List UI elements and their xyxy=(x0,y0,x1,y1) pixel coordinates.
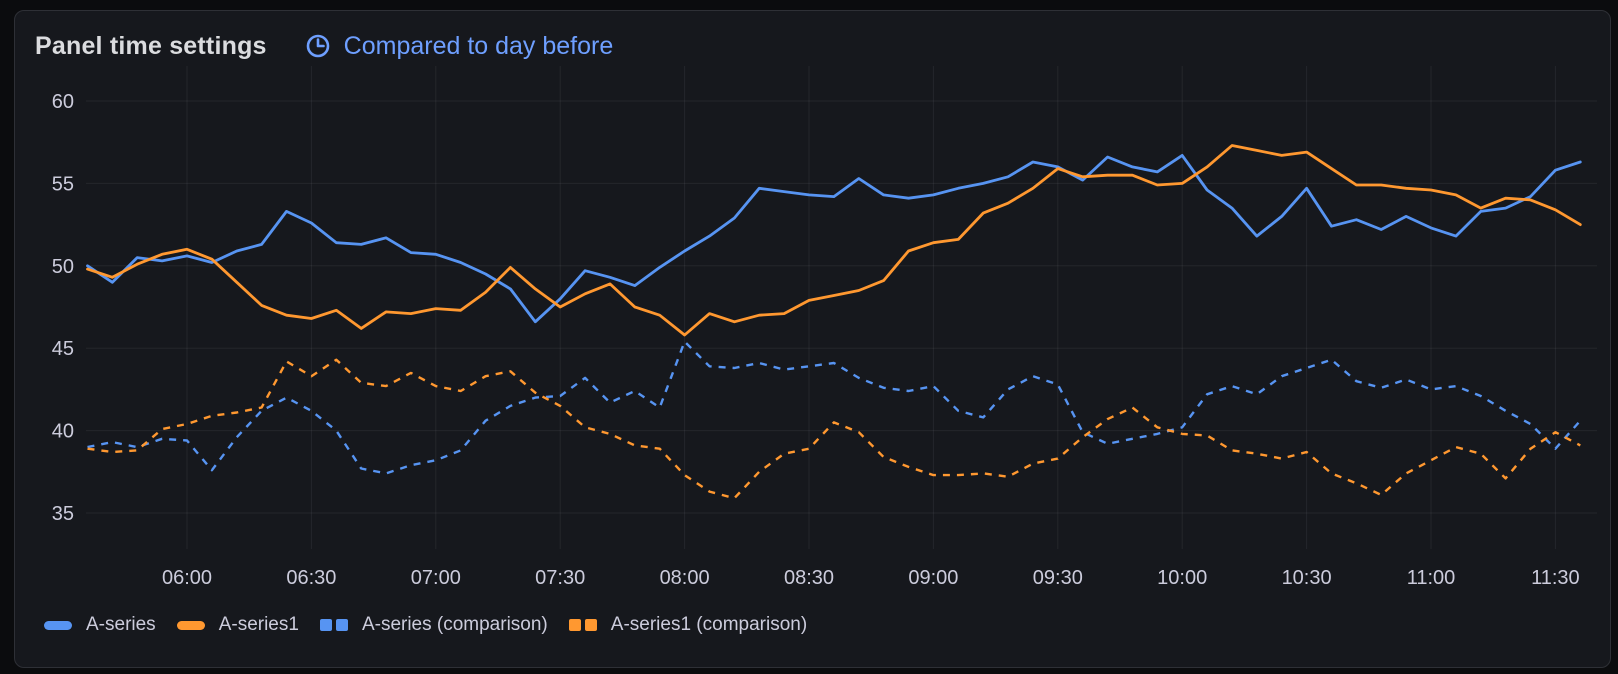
grafana-panel: Panel time settings Compared to day befo… xyxy=(14,10,1611,668)
legend-item-0[interactable]: A-series xyxy=(44,614,156,636)
legend: A-series A-series1 A-series (comparison) A-… xyxy=(44,614,807,636)
legend-label: A-series (comparison) xyxy=(361,614,548,635)
x-tick-label: 08:00 xyxy=(660,567,710,589)
legend-label: A-series xyxy=(86,614,156,635)
y-tick-label: 55 xyxy=(52,173,74,195)
legend-label: A-series1 xyxy=(218,614,299,635)
x-tick-label: 11:00 xyxy=(1407,567,1456,589)
series-line-3 xyxy=(87,358,1581,500)
x-tick-label: 06:30 xyxy=(286,567,336,589)
series-line-2 xyxy=(87,340,1582,475)
legend-swatch-solid xyxy=(44,620,72,630)
x-tick-label: 07:30 xyxy=(535,567,585,589)
y-tick-label: 60 xyxy=(52,91,74,113)
series-line-0 xyxy=(86,154,1582,324)
legend-label: A-series1 (comparison) xyxy=(610,614,808,635)
legend-swatch-solid xyxy=(176,620,205,630)
legend-item-2[interactable]: A-series (comparison) xyxy=(319,614,548,636)
series-line-1 xyxy=(86,144,1582,337)
x-tick-label: 10:00 xyxy=(1157,567,1207,589)
y-tick-label: 35 xyxy=(52,503,74,525)
legend-swatch-dashed xyxy=(568,619,597,631)
legend-swatch-dashed xyxy=(319,619,348,631)
chart-area[interactable]: 60 55 50 45 40 35 06:00 06:30 07:00 07:30 08:00 08:… xyxy=(15,11,1612,669)
chart-svg: 60 55 50 45 40 35 06:00 06:30 07:00 07:30 08:00 08:… xyxy=(52,66,1597,589)
y-tick-label: 45 xyxy=(52,338,74,360)
panel-header: Panel time settings Compared to day befo… xyxy=(15,11,1610,69)
legend-item-3[interactable]: A-series1 (comparison) xyxy=(568,614,808,636)
panel-title[interactable]: Panel time settings xyxy=(35,31,267,60)
x-tick-label: 11:30 xyxy=(1531,567,1580,589)
y-tick-label: 50 xyxy=(52,256,74,278)
timeshift-link[interactable]: Compared to day before xyxy=(305,31,614,61)
x-tick-label: 08:30 xyxy=(784,567,834,589)
x-tick-label: 09:30 xyxy=(1033,567,1083,589)
x-tick-label: 06:00 xyxy=(162,567,212,589)
x-tick-label: 07:00 xyxy=(411,567,461,589)
y-tick-label: 40 xyxy=(52,421,74,443)
timeshift-label: Compared to day before xyxy=(343,31,614,60)
clock-icon xyxy=(305,33,331,59)
x-tick-label: 10:30 xyxy=(1282,567,1332,589)
legend-item-1[interactable]: A-series1 xyxy=(176,614,299,636)
x-tick-label: 09:00 xyxy=(908,567,958,589)
